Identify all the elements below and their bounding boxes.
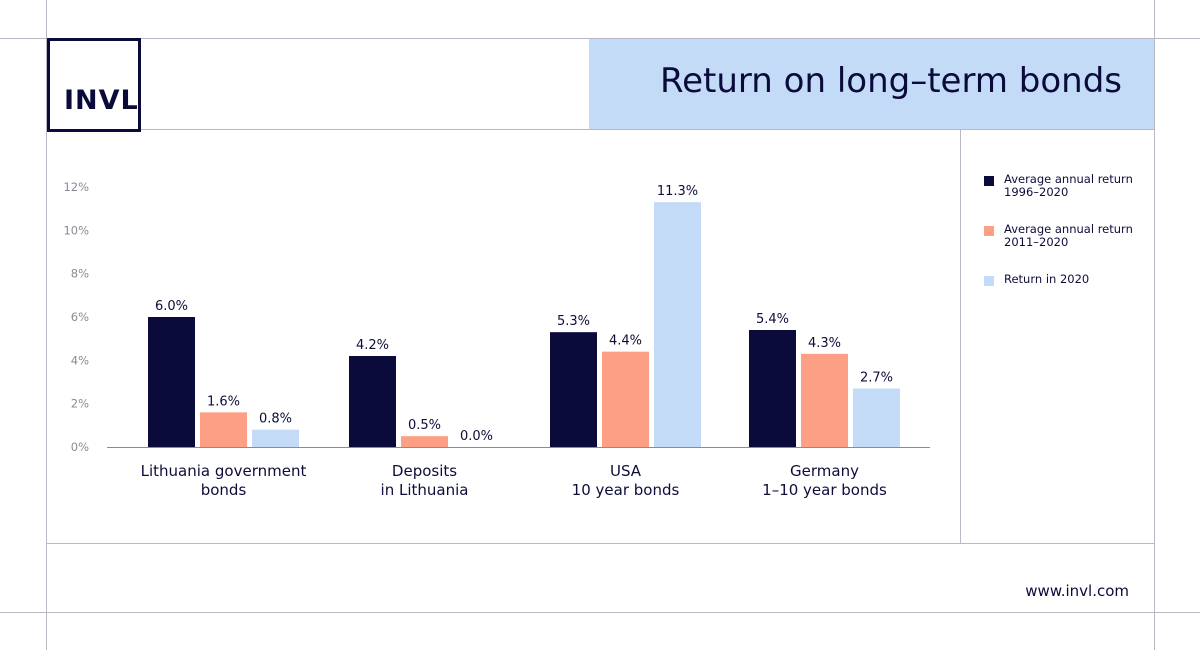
chart-legend: Average annual return 1996–2020 Average … bbox=[984, 173, 1144, 323]
x-category-label: USA 10 year bonds bbox=[572, 462, 680, 499]
title-banner: Return on long–term bonds bbox=[589, 39, 1154, 129]
bar bbox=[602, 351, 649, 447]
y-tick-label: 2% bbox=[71, 397, 89, 411]
frame-line-footer bbox=[0, 612, 1200, 613]
bar-chart: 0% 2% 4% 6% 8% 10% 12% 6.0% 4.2% 5.3% 5.4% 1.6% 0.5%… bbox=[63, 180, 930, 499]
logo-text: INVL bbox=[64, 85, 139, 116]
frame-line-left bbox=[46, 0, 47, 650]
bar bbox=[148, 316, 195, 447]
chart-title: Return on long–term bonds bbox=[660, 61, 1122, 101]
frame-line-chart-bottom bbox=[47, 543, 1154, 544]
frame-line-header-bottom bbox=[47, 129, 1154, 130]
bar bbox=[654, 202, 701, 447]
legend-item-2020: Return in 2020 bbox=[984, 273, 1144, 323]
y-tick-label: 10% bbox=[63, 223, 89, 237]
data-label: 0.5% bbox=[408, 418, 441, 433]
data-label: 4.3% bbox=[808, 336, 841, 351]
legend-label: Average annual return 2011–2020 bbox=[1004, 222, 1133, 249]
bar bbox=[550, 332, 597, 447]
data-label: 11.3% bbox=[657, 184, 698, 199]
legend-label: Return in 2020 bbox=[1004, 272, 1090, 286]
data-label: 1.6% bbox=[207, 394, 240, 409]
legend-swatch bbox=[984, 276, 994, 286]
data-label: 6.0% bbox=[155, 299, 188, 314]
data-label: 5.4% bbox=[756, 312, 789, 327]
bar bbox=[801, 353, 848, 447]
legend-swatch bbox=[984, 226, 994, 236]
legend-item-1996-2020: Average annual return 1996–2020 bbox=[984, 173, 1144, 223]
data-label: 2.7% bbox=[860, 370, 893, 385]
frame-line-right bbox=[1154, 0, 1155, 650]
bar bbox=[853, 388, 900, 447]
bar bbox=[200, 412, 247, 447]
y-tick-label: 8% bbox=[71, 267, 89, 281]
data-label: 0.0% bbox=[460, 429, 493, 444]
data-label: 4.2% bbox=[356, 338, 389, 353]
data-label: 5.3% bbox=[557, 314, 590, 329]
bar bbox=[401, 436, 448, 447]
legend-label: Average annual return 1996–2020 bbox=[1004, 172, 1133, 199]
y-tick-label: 6% bbox=[71, 310, 89, 324]
data-label: 4.4% bbox=[609, 334, 642, 349]
invl-logo: INVL bbox=[47, 38, 141, 132]
website-link[interactable]: www.invl.com bbox=[1025, 582, 1129, 600]
legend-swatch bbox=[984, 176, 994, 186]
x-category-label: Deposits in Lithuania bbox=[381, 462, 469, 499]
bar bbox=[749, 329, 796, 447]
legend-item-2011-2020: Average annual return 2011–2020 bbox=[984, 223, 1144, 273]
data-label: 0.8% bbox=[259, 412, 292, 427]
y-tick-label: 0% bbox=[71, 440, 89, 454]
frame-line-top bbox=[0, 38, 1200, 39]
y-tick-label: 12% bbox=[63, 180, 89, 194]
frame-line-legend-divider bbox=[960, 129, 961, 543]
x-category-label: Lithuania government bonds bbox=[141, 462, 307, 499]
bar bbox=[252, 429, 299, 447]
y-tick-label: 4% bbox=[71, 353, 89, 367]
bar bbox=[349, 355, 396, 447]
x-category-label: Germany 1–10 year bonds bbox=[762, 462, 887, 499]
